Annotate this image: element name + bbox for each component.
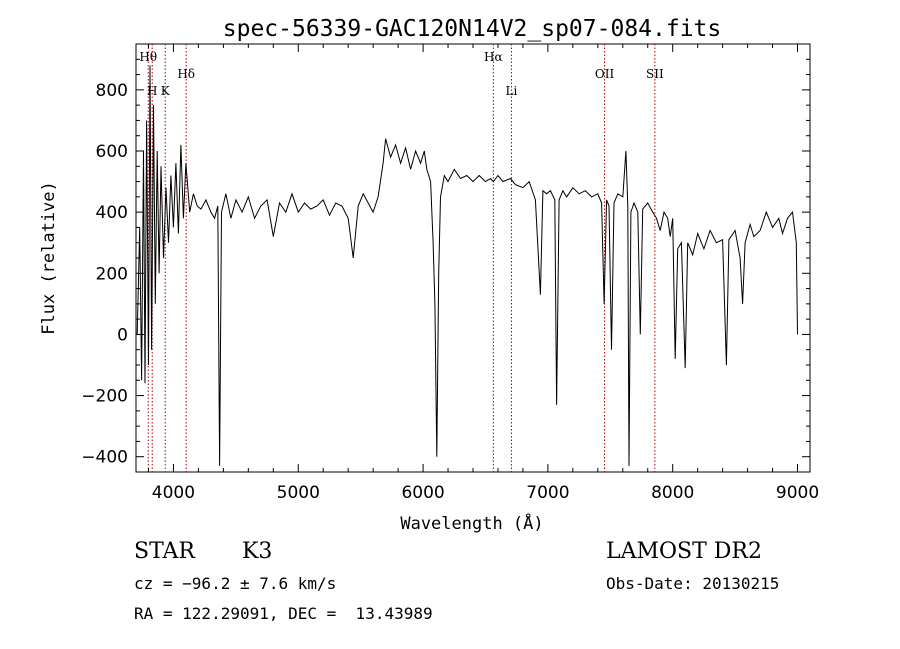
coordinates-text: RA = 122.29091, DEC = 13.43989	[134, 604, 433, 623]
marker-label: K	[161, 84, 171, 98]
marker-label: H	[147, 84, 157, 98]
x-tick-label: 7000	[526, 483, 569, 503]
marker-label: Hα	[484, 50, 503, 64]
object-class: STAR	[134, 539, 195, 564]
tick-labels: 4000 5000 6000 7000 8000 9000 −400 −200 0 200 400 6…	[81, 81, 819, 503]
y-tick-label: −400	[81, 448, 128, 468]
y-tick-label: 200	[96, 264, 128, 284]
plot-frame	[135, 43, 811, 473]
x-axis-label: Wavelength (Å)	[400, 512, 543, 534]
y-tick-label: 0	[117, 325, 128, 345]
marker-label: SII	[646, 67, 664, 81]
marker-label: Hθ	[139, 50, 157, 64]
y-tick-label: −200	[81, 387, 128, 407]
marker-label: OII	[595, 67, 615, 81]
marker-label: Li	[506, 84, 518, 98]
x-tick-label: 5000	[277, 483, 320, 503]
x-tick-label: 6000	[401, 483, 444, 503]
y-tick-label: 600	[96, 142, 128, 162]
object-subclass: K3	[242, 539, 273, 564]
y-axis-label: Flux (relative)	[39, 181, 59, 335]
obs-date: Obs-Date: 20130215	[606, 574, 780, 593]
y-tick-label: 400	[96, 203, 128, 223]
line-markers: Hθ H K Hδ Hα Li OII SII	[139, 44, 664, 472]
velocity-text: cz = −96.2 ± 7.6 km/s	[134, 574, 337, 593]
spectrum-line	[136, 65, 798, 466]
survey-name: LAMOST DR2	[606, 539, 762, 564]
x-tick-label: 9000	[776, 483, 819, 503]
chart-title: spec-56339-GAC120N14V2_sp07-084.fits	[223, 16, 722, 42]
x-tick-label: 4000	[152, 483, 195, 503]
x-tick-label: 8000	[651, 483, 694, 503]
y-tick-label: 800	[96, 81, 128, 101]
marker-label: Hδ	[177, 67, 195, 81]
axis-ticks	[136, 43, 810, 473]
